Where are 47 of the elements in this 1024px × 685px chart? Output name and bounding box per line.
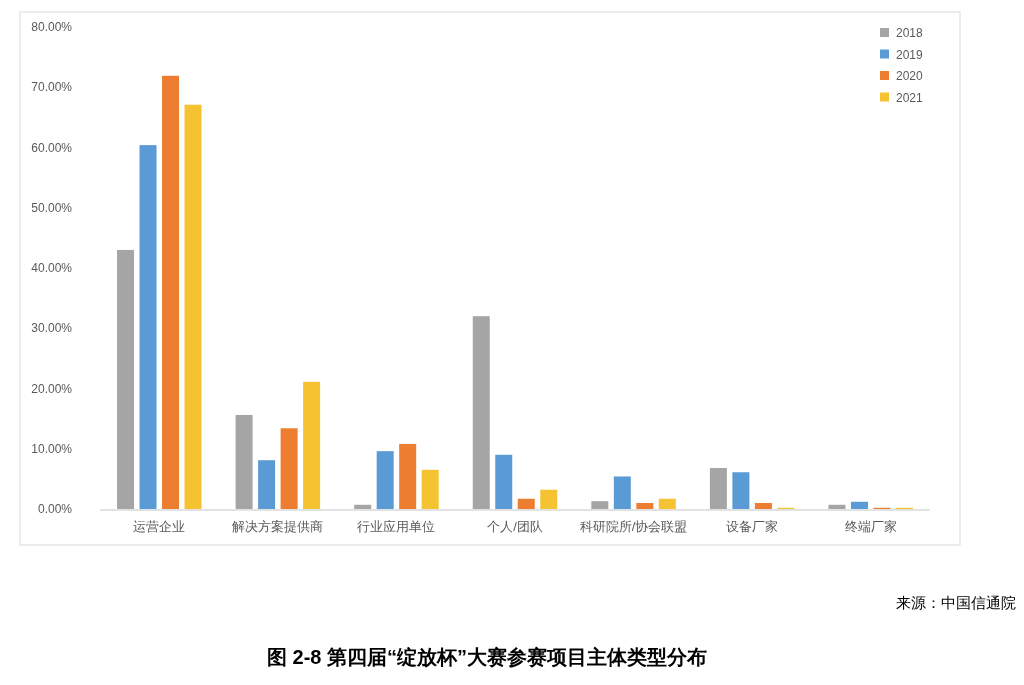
y-tick-label: 10.00%	[31, 441, 73, 456]
bar	[235, 415, 253, 509]
legend-label: 2020	[896, 69, 924, 83]
legend-label: 2021	[896, 90, 924, 105]
y-tick-label: 30.00%	[31, 321, 73, 336]
source-note: 来源：中国信通院	[896, 594, 1016, 611]
bar	[472, 316, 490, 509]
y-tick-label: 70.00%	[31, 80, 73, 95]
bar	[162, 75, 180, 509]
bar	[354, 504, 372, 509]
bar	[303, 381, 321, 509]
x-tick-label: 运营企业	[133, 519, 186, 534]
x-tick-label: 个人/团队	[487, 519, 543, 534]
bar	[828, 504, 846, 509]
legend-label: 2018	[896, 26, 924, 40]
bar	[258, 460, 276, 509]
bar	[517, 498, 535, 509]
legend-label: 2019	[896, 47, 924, 62]
text: 图 2-8 第四届“绽放杯”大赛参赛项目主体类型分布	[266, 646, 708, 668]
bar	[376, 451, 394, 509]
bar	[399, 443, 417, 509]
bar	[421, 469, 439, 509]
bar	[754, 502, 772, 509]
bar	[117, 249, 135, 509]
x-tick-label: 科研院所/协会联盟	[579, 519, 688, 534]
bar	[658, 498, 676, 509]
bar	[139, 145, 157, 509]
bar	[184, 104, 202, 509]
bar	[732, 472, 750, 509]
x-tick-label: 行业应用单位	[357, 519, 436, 534]
bar	[495, 454, 513, 509]
y-tick-label: 60.00%	[31, 140, 73, 155]
bar	[280, 428, 298, 509]
bar	[540, 489, 558, 509]
x-tick-label: 终端厂家	[844, 519, 897, 534]
bar	[613, 476, 631, 509]
bar	[636, 502, 654, 509]
y-tick-label: 40.00%	[31, 261, 73, 275]
y-tick-label: 0.00%	[37, 502, 73, 516]
y-tick-label: 20.00%	[31, 381, 73, 396]
x-tick-label: 解决方案提供商	[232, 519, 324, 534]
y-tick-label: 80.00%	[31, 20, 73, 34]
x-tick-label: 设备厂家	[726, 519, 779, 534]
bar	[709, 468, 727, 509]
bar	[591, 501, 609, 509]
bar	[850, 501, 868, 509]
y-tick-label: 50.00%	[31, 200, 73, 215]
